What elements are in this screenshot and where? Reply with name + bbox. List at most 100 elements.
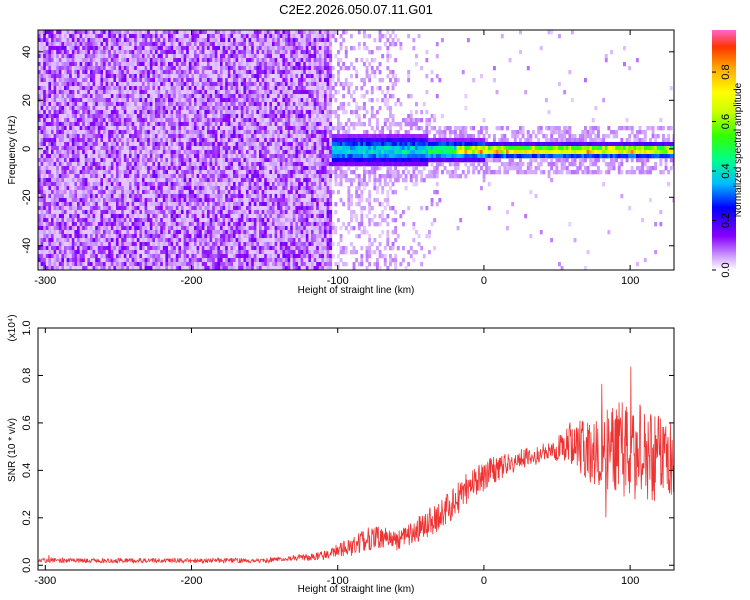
spectrogram-cell [233, 214, 236, 219]
spectrogram-cell [103, 142, 106, 147]
spectrogram-cell [126, 222, 130, 227]
spectrogram-cell [243, 34, 247, 39]
spectrogram-cell [79, 226, 83, 231]
spectrogram-cell [84, 78, 88, 83]
spectrogram-cell [157, 70, 161, 75]
spectrogram-cell [240, 226, 244, 231]
spectrogram-cell [157, 118, 161, 123]
spectrogram-cell [160, 90, 164, 95]
spectrogram-cell [69, 46, 73, 51]
spectrogram-cell [170, 134, 174, 139]
spectrogram-cell [238, 58, 242, 63]
spectrogram-cell [87, 114, 91, 119]
spectrogram-cell [147, 166, 151, 171]
spectrogram-cell [43, 194, 47, 199]
spectrogram-cell [64, 218, 67, 223]
spectrogram-cell [61, 170, 65, 175]
spectrogram-cell [248, 150, 252, 155]
spectrogram-cell [165, 198, 169, 203]
spectrogram-cell [48, 138, 52, 143]
spectrogram-cell [157, 134, 161, 139]
spectrogram-cell [74, 230, 78, 235]
spectrogram-cell [165, 178, 169, 183]
spectrogram-cell [116, 206, 119, 211]
spectrogram-cell [58, 90, 62, 95]
spectrogram-cell [170, 178, 174, 183]
spectrogram-cell [108, 62, 112, 67]
spectrogram-cell [92, 250, 96, 255]
spectrogram-cell [240, 58, 244, 63]
spectrogram-cell [69, 110, 73, 115]
spectrogram-cell [56, 134, 60, 139]
spectrogram-cell [92, 154, 96, 159]
spectrogram-cell [204, 62, 208, 67]
spectrogram-cell [188, 70, 192, 75]
spectrogram-cell [40, 186, 44, 191]
spectrogram-cell [64, 170, 67, 175]
spectrogram-cell [105, 202, 109, 207]
spectrogram-cell [100, 190, 104, 195]
spectrogram-cell [92, 246, 96, 251]
spectrogram-cell [207, 106, 210, 111]
spectrogram-cell [160, 222, 164, 227]
spectrogram-cell [129, 142, 132, 147]
spectrogram-cell [90, 90, 93, 95]
spectrogram-cell [110, 250, 114, 255]
spectrogram-cell [103, 78, 106, 83]
spectrogram-cell [178, 126, 182, 131]
spectrogram-cell [152, 106, 156, 111]
spectrogram-cell [139, 42, 143, 47]
spectrogram-cell [170, 94, 174, 99]
spectrogram-cell [214, 66, 218, 71]
spectrogram-cell [157, 222, 161, 227]
spectrogram-cell [201, 158, 205, 163]
spectrogram-cell [186, 118, 190, 123]
spectrogram-cell [183, 226, 187, 231]
spectrogram-cell [100, 34, 104, 39]
spectrogram-cell [121, 198, 125, 203]
spectrogram-cell [82, 82, 86, 87]
spectrogram-cell [246, 38, 249, 43]
spectrogram-cell [66, 242, 70, 247]
spectrogram-cell [251, 226, 255, 231]
spectrogram-cell [214, 222, 218, 227]
spectrogram-cell [152, 98, 156, 103]
spectrogram-cell [204, 94, 208, 99]
spectrogram-cell [191, 254, 195, 259]
spectrogram-cell [113, 138, 117, 143]
spectrogram-cell [168, 242, 171, 247]
spectrogram-cell [118, 106, 122, 111]
spectrogram-cell [74, 206, 78, 211]
spectrogram-cell [144, 242, 148, 247]
spectrogram-cell [222, 214, 226, 219]
spectrogram-cell [243, 178, 247, 183]
spectrogram-cell [113, 134, 117, 139]
spectrogram-cell [100, 106, 104, 111]
spectrogram-cell [230, 146, 234, 151]
spectrogram-cell [178, 170, 182, 175]
spectrogram-cell [48, 266, 52, 270]
spectrogram-cell [222, 262, 226, 267]
spectrogram-cell [51, 266, 54, 270]
spectrogram-cell [238, 226, 242, 231]
spectrogram-cell [105, 94, 109, 99]
spectrogram-cell [204, 258, 208, 263]
spectrogram-cell [40, 90, 44, 95]
spectrogram-cell [204, 110, 208, 115]
spectrogram-cell [105, 82, 109, 87]
spectrogram-cell [155, 254, 158, 259]
spectrogram-cell [235, 158, 239, 163]
spectrogram-cell [116, 254, 119, 259]
spectrogram-cell [209, 174, 213, 179]
spectrogram-cell [222, 258, 226, 263]
spectrogram-cell [87, 154, 91, 159]
spectrogram-cell [204, 34, 208, 39]
spectrogram-cell [142, 158, 145, 163]
spectrogram-cell [181, 70, 184, 75]
spectrogram-cell [123, 82, 127, 87]
spectrogram-cell [209, 66, 213, 71]
spectrogram-cell [144, 114, 148, 119]
spectrogram-cell [209, 58, 213, 63]
spectrogram-cell [142, 214, 145, 219]
spectrogram-cell [199, 134, 203, 139]
